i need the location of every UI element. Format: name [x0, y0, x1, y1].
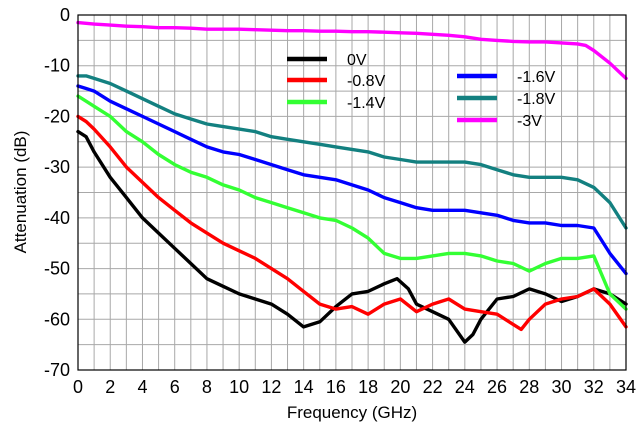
y-tick-label: -70 [44, 360, 70, 380]
legend: 0V -0.8V -1.4V -1.6V -1.8V -3V [287, 52, 556, 130]
x-tick-label: 22 [423, 377, 443, 397]
x-tick-label: 16 [326, 377, 346, 397]
x-tick-label: 8 [202, 377, 212, 397]
x-tick-label: 32 [584, 377, 604, 397]
series-line-0V [76, 129, 628, 344]
legend-item: -1.8V [457, 91, 556, 108]
series-line-08V [76, 114, 628, 332]
x-tick-label: 18 [358, 377, 378, 397]
legend-item: -1.4V [287, 95, 386, 112]
plot-frame [77, 14, 627, 371]
x-tick-label: 24 [455, 377, 475, 397]
series-line-18V [76, 74, 628, 230]
y-tick-label: -60 [44, 309, 70, 329]
series-line-3V [76, 20, 628, 81]
legend-label: -1.6V [517, 69, 556, 86]
x-tick-label: 2 [105, 377, 115, 397]
y-tick-label: -10 [44, 56, 70, 76]
x-tick-label: 4 [137, 377, 147, 397]
x-tick-label: 14 [294, 377, 314, 397]
y-tick-label: -30 [44, 157, 70, 177]
legend-label: -1.4V [347, 95, 386, 112]
x-tick-label: 6 [170, 377, 180, 397]
series-line-16V [76, 84, 628, 276]
legend-item: -1.6V [457, 69, 556, 86]
x-tick-label: 26 [487, 377, 507, 397]
legend-label: -1.8V [517, 91, 556, 108]
y-tick-label: -50 [44, 259, 70, 279]
legend-label: -3V [517, 113, 542, 130]
x-tick-label: 28 [519, 377, 539, 397]
x-tick-label: 20 [390, 377, 410, 397]
legend-item: -3V [457, 113, 542, 130]
x-tick-label: 30 [552, 377, 572, 397]
x-tick-label: 34 [616, 377, 636, 397]
x-tick-label: 12 [261, 377, 281, 397]
legend-item: -0.8V [287, 73, 386, 90]
legend-item: 0V [287, 52, 367, 69]
y-tick-label: 0 [60, 5, 70, 25]
series-line-14V [76, 94, 628, 311]
y-tick-label: -20 [44, 106, 70, 126]
legend-label: -0.8V [347, 73, 386, 90]
y-axis-title: Attenuation (dB) [11, 131, 30, 254]
y-tick-labels: 0 -10 -20 -30 -40 -50 -60 -70 [44, 5, 70, 380]
y-tick-label: -40 [44, 208, 70, 228]
x-tick-label: 0 [73, 377, 83, 397]
x-tick-label: 10 [229, 377, 249, 397]
series-layer [76, 20, 628, 344]
x-tick-labels: 0 2 4 6 8 10 12 14 16 18 20 22 24 26 28 30 32 34 [73, 377, 636, 397]
x-axis-title: Frequency (GHz) [287, 403, 417, 422]
legend-label: 0V [347, 52, 367, 69]
